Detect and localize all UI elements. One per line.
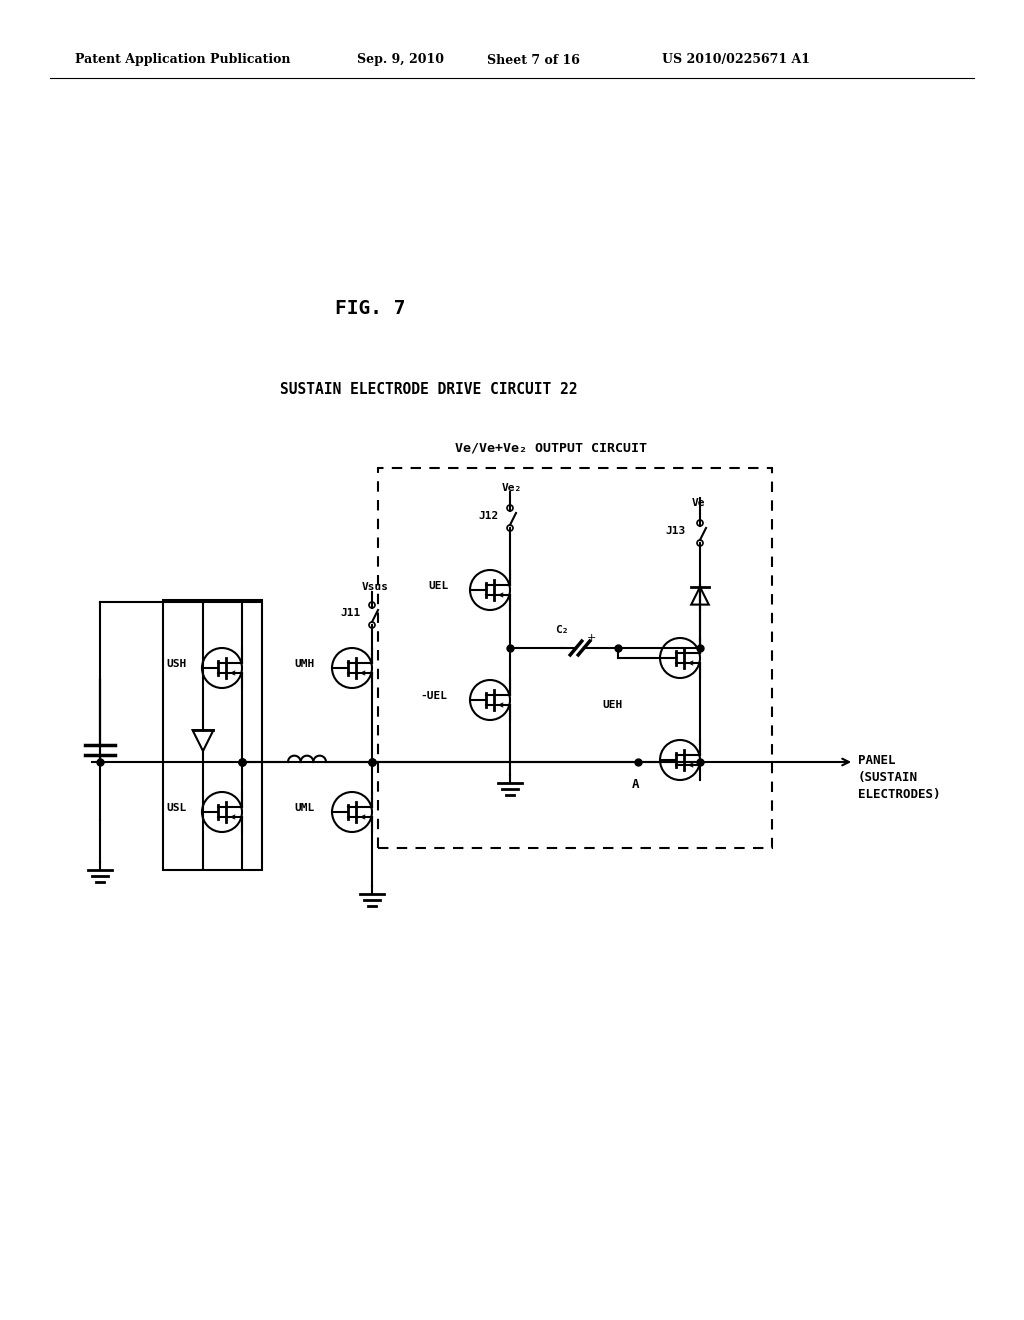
Text: -UEL: -UEL [420,690,447,701]
Text: Ve: Ve [692,498,706,508]
Text: Patent Application Publication: Patent Application Publication [75,54,291,66]
Text: PANEL
(SUSTAIN
ELECTRODES): PANEL (SUSTAIN ELECTRODES) [858,754,940,801]
Text: FIG. 7: FIG. 7 [335,298,406,318]
Text: Sep. 9, 2010: Sep. 9, 2010 [357,54,444,66]
Text: UMH: UMH [294,659,314,669]
Text: +: + [587,634,596,643]
Bar [378,469,772,847]
Text: J12: J12 [478,511,499,521]
Text: C₂: C₂ [555,624,568,635]
Text: J11: J11 [340,609,360,618]
Text: Ve₂: Ve₂ [502,483,522,492]
Text: A: A [632,777,640,791]
Text: UEL: UEL [428,581,449,591]
Text: SUSTAIN ELECTRODE DRIVE CIRCUIT 22: SUSTAIN ELECTRODE DRIVE CIRCUIT 22 [280,383,578,397]
Text: UML: UML [294,803,314,813]
Text: USL: USL [166,803,186,813]
Text: USH: USH [166,659,186,669]
Text: US 2010/0225671 A1: US 2010/0225671 A1 [662,54,810,66]
Text: Sheet 7 of 16: Sheet 7 of 16 [487,54,580,66]
Text: Vsus: Vsus [362,582,389,591]
Bar [163,601,262,870]
Text: UEH: UEH [602,700,623,710]
Text: Ve/Ve+Ve₂ OUTPUT CIRCUIT: Ve/Ve+Ve₂ OUTPUT CIRCUIT [455,441,647,454]
Text: J13: J13 [665,525,685,536]
